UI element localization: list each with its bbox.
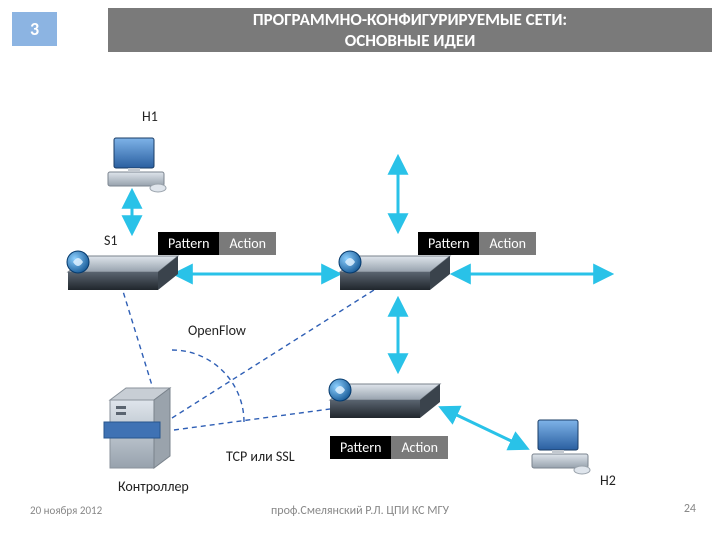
switch-r1 xyxy=(339,251,450,290)
label-tcp-ssl: TCP или SSL xyxy=(226,448,295,465)
switch-r2 xyxy=(329,379,440,418)
diagram-canvas xyxy=(0,0,720,540)
pattern-action-s1: Pattern Action xyxy=(158,232,276,255)
action-label: Action xyxy=(479,232,536,255)
label-openflow: OpenFlow xyxy=(188,322,246,339)
label-h1: H1 xyxy=(142,108,158,125)
host-h1 xyxy=(108,138,166,192)
action-label: Action xyxy=(391,436,448,459)
action-label: Action xyxy=(219,232,276,255)
pattern-label: Pattern xyxy=(330,436,391,459)
label-s1: S1 xyxy=(104,232,118,249)
switch-s1 xyxy=(67,251,178,290)
host-h2 xyxy=(532,420,590,474)
pattern-label: Pattern xyxy=(418,232,479,255)
pattern-label: Pattern xyxy=(158,232,219,255)
pattern-action-r2: Pattern Action xyxy=(330,436,448,459)
footer-page-number: 24 xyxy=(684,502,696,516)
controller-server xyxy=(104,388,170,468)
label-h2: H2 xyxy=(600,472,616,489)
label-r2: R2 xyxy=(366,366,381,383)
label-controller: Контроллер xyxy=(118,478,189,495)
pattern-action-r1: Pattern Action xyxy=(418,232,536,255)
label-r1: R1 xyxy=(372,234,387,251)
footer-author: проф.Смелянский Р.Л. ЦПИ КС МГУ xyxy=(0,504,720,518)
